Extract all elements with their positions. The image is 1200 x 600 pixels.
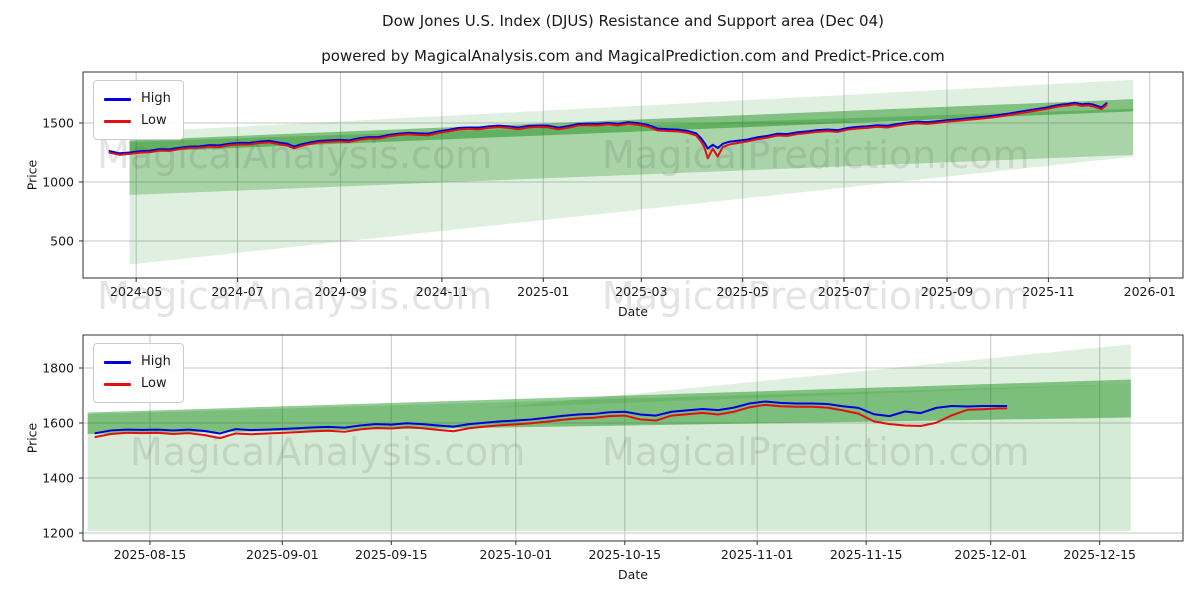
upper-wedge-band <box>492 344 1131 408</box>
x-tick-label: 2025-09-15 <box>354 547 428 562</box>
axes-spine <box>82 334 1184 542</box>
legend-label-high: High <box>141 354 171 369</box>
plot-area <box>79 334 1184 545</box>
low-line <box>108 103 1108 160</box>
x-tick-label: 2025-11-01 <box>720 547 794 562</box>
x-tick-label: 2025-12-01 <box>954 547 1028 562</box>
legend-item-high: High <box>104 88 171 110</box>
axes-spine <box>82 71 1184 279</box>
x-tick-label: 2024-09 <box>314 284 367 299</box>
legend: High Low <box>93 80 184 140</box>
legend-item-low: Low <box>104 110 171 132</box>
x-tick-label: 2024-07 <box>211 284 264 299</box>
high-line-swatch <box>104 97 131 101</box>
x-tick-label: 2024-05 <box>110 284 163 299</box>
legend: High Low <box>93 343 184 403</box>
y-axis-label: Price <box>24 159 40 191</box>
high-line-swatch <box>104 360 131 364</box>
legend-label-low: Low <box>141 376 167 391</box>
x-tick-label: 2025-03 <box>615 284 668 299</box>
recent-detail-chart: Price Date High Low 2025-08-15 2025-09-01… <box>25 334 1184 582</box>
low-line-swatch <box>104 382 131 386</box>
low-line <box>94 403 1008 440</box>
overview-chart: Price Date High Low 2024-05 2024-07 2024-0… <box>25 71 1184 319</box>
x-axis-label: Date <box>618 567 648 582</box>
y-tick-label: 500 <box>50 233 74 249</box>
x-tick-label: 2025-08-15 <box>113 547 187 562</box>
y-tick-label: 1000 <box>42 174 74 190</box>
x-tick-label: 2025-05 <box>716 284 769 299</box>
legend-label-low: Low <box>141 113 167 128</box>
figure-title: Dow Jones U.S. Index (DJUS) Resistance a… <box>382 12 884 30</box>
y-tick-label: 1200 <box>42 525 74 541</box>
high-line <box>94 400 1008 435</box>
low-line-swatch <box>104 119 131 123</box>
high-line <box>108 101 1108 155</box>
figure-subtitle: powered by MagicalAnalysis.com and Magic… <box>321 47 945 65</box>
x-tick-label: 2025-09 <box>920 284 974 299</box>
y-tick-label: 1600 <box>42 415 74 431</box>
y-tick-label: 1800 <box>42 360 74 376</box>
x-tick-label: 2025-11-15 <box>829 547 903 562</box>
support-area-band <box>129 108 1134 195</box>
legend-item-high: High <box>104 351 171 373</box>
x-tick-label: 2025-07 <box>817 284 871 299</box>
y-tick-label: 1400 <box>42 470 74 486</box>
x-axis-label: Date <box>618 304 648 319</box>
x-tick-label: 2025-10-15 <box>588 547 662 562</box>
legend-label-high: High <box>141 91 171 106</box>
x-tick-label: 2025-10-01 <box>479 547 553 562</box>
x-tick-label: 2026-01 <box>1123 284 1176 299</box>
outer-fan-band <box>87 383 1131 531</box>
plot-area <box>79 71 1184 282</box>
x-tick-label: 2025-11 <box>1022 284 1075 299</box>
x-tick-label: 2025-01 <box>517 284 570 299</box>
x-tick-label: 2025-12-15 <box>1063 547 1137 562</box>
y-tick-label: 1500 <box>42 115 74 131</box>
legend-item-low: Low <box>104 373 171 395</box>
x-tick-label: 2024-11 <box>415 284 469 299</box>
y-axis-label: Price <box>24 422 40 454</box>
x-tick-label: 2025-09-01 <box>245 547 319 562</box>
